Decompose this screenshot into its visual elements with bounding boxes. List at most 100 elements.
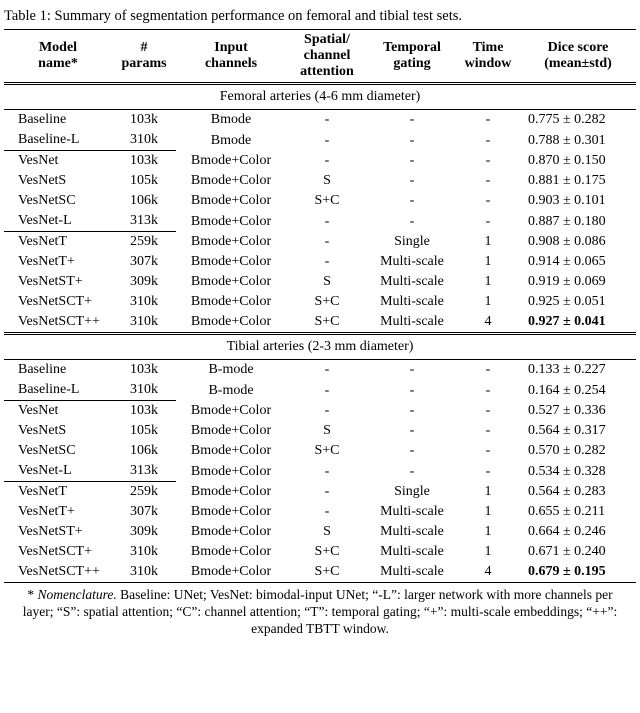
cell-input: Bmode+Color <box>176 171 286 191</box>
table-row: Baseline103kBmode---0.775 ± 0.282 <box>4 110 636 131</box>
table-caption: Table 1: Summary of segmentation perform… <box>4 8 636 25</box>
cell-params: 259k <box>112 482 176 503</box>
cell-temporal: - <box>368 461 456 482</box>
cell-params: 259k <box>112 232 176 253</box>
table-row: Baseline-L310kBmode---0.788 ± 0.301 <box>4 130 636 151</box>
cell-attention: - <box>286 130 368 151</box>
cell-dice: 0.655 ± 0.211 <box>520 502 636 522</box>
cell-params: 310k <box>112 130 176 151</box>
cell-input: Bmode+Color <box>176 421 286 441</box>
cell-dice: 0.914 ± 0.065 <box>520 252 636 272</box>
cell-params: 103k <box>112 401 176 422</box>
cell-temporal: - <box>368 110 456 131</box>
cell-input: Bmode+Color <box>176 461 286 482</box>
cell-model: VesNetS <box>4 421 112 441</box>
cell-window: 1 <box>456 252 520 272</box>
cell-model: VesNetSCT++ <box>4 562 112 583</box>
cell-dice: 0.527 ± 0.336 <box>520 401 636 422</box>
cell-input: Bmode+Color <box>176 542 286 562</box>
cell-dice: 0.775 ± 0.282 <box>520 110 636 131</box>
cell-params: 309k <box>112 272 176 292</box>
cell-dice: 0.564 ± 0.283 <box>520 482 636 503</box>
col-window: Timewindow <box>456 30 520 84</box>
table-row: VesNetT259kBmode+Color-Single10.564 ± 0.… <box>4 482 636 503</box>
cell-input: Bmode <box>176 110 286 131</box>
table-row: VesNet103kBmode+Color---0.870 ± 0.150 <box>4 151 636 172</box>
cell-temporal: Multi-scale <box>368 522 456 542</box>
cell-model: VesNetT+ <box>4 502 112 522</box>
cell-input: Bmode+Color <box>176 151 286 172</box>
cell-model: VesNetSC <box>4 441 112 461</box>
cell-window: - <box>456 461 520 482</box>
table-row: VesNetT+307kBmode+Color-Multi-scale10.65… <box>4 502 636 522</box>
cell-dice: 0.671 ± 0.240 <box>520 542 636 562</box>
table-row: VesNetST+309kBmode+ColorSMulti-scale10.6… <box>4 522 636 542</box>
cell-params: 105k <box>112 171 176 191</box>
cell-window: - <box>456 110 520 131</box>
cell-params: 307k <box>112 502 176 522</box>
cell-input: Bmode+Color <box>176 211 286 232</box>
cell-attention: - <box>286 401 368 422</box>
cell-model: VesNetT+ <box>4 252 112 272</box>
cell-attention: - <box>286 360 368 381</box>
cell-input: Bmode+Color <box>176 562 286 583</box>
cell-model: VesNetS <box>4 171 112 191</box>
cell-temporal: Multi-scale <box>368 312 456 334</box>
cell-attention: - <box>286 252 368 272</box>
cell-input: Bmode+Color <box>176 292 286 312</box>
cell-attention: S+C <box>286 312 368 334</box>
cell-temporal: - <box>368 191 456 211</box>
cell-window: 4 <box>456 312 520 334</box>
cell-params: 310k <box>112 312 176 334</box>
cell-temporal: Multi-scale <box>368 272 456 292</box>
cell-model: VesNet-L <box>4 461 112 482</box>
col-model: Modelname* <box>4 30 112 84</box>
cell-attention: - <box>286 151 368 172</box>
cell-model: VesNetSCT++ <box>4 312 112 334</box>
table-row: VesNet103kBmode+Color---0.527 ± 0.336 <box>4 401 636 422</box>
cell-dice: 0.570 ± 0.282 <box>520 441 636 461</box>
cell-window: 1 <box>456 502 520 522</box>
footnote-star: * <box>27 587 34 602</box>
cell-attention: S <box>286 421 368 441</box>
cell-temporal: Multi-scale <box>368 292 456 312</box>
cell-input: Bmode+Color <box>176 252 286 272</box>
cell-input: Bmode+Color <box>176 522 286 542</box>
cell-dice: 0.919 ± 0.069 <box>520 272 636 292</box>
cell-input: B-mode <box>176 360 286 381</box>
cell-params: 310k <box>112 542 176 562</box>
cell-input: Bmode+Color <box>176 401 286 422</box>
cell-temporal: - <box>368 380 456 401</box>
cell-window: - <box>456 360 520 381</box>
footnote-lead: Nomenclature. <box>37 587 116 602</box>
cell-model: Baseline-L <box>4 130 112 151</box>
cell-temporal: - <box>368 151 456 172</box>
cell-params: 310k <box>112 380 176 401</box>
cell-window: 1 <box>456 272 520 292</box>
cell-dice: 0.903 ± 0.101 <box>520 191 636 211</box>
cell-window: - <box>456 211 520 232</box>
table-row: VesNet-L313kBmode+Color---0.887 ± 0.180 <box>4 211 636 232</box>
section-title: Tibial arteries (2-3 mm diameter) <box>4 334 636 360</box>
cell-window: - <box>456 401 520 422</box>
cell-window: - <box>456 421 520 441</box>
cell-dice: 0.870 ± 0.150 <box>520 151 636 172</box>
table-row: VesNetSCT++310kBmode+ColorS+CMulti-scale… <box>4 312 636 334</box>
cell-params: 309k <box>112 522 176 542</box>
cell-window: 1 <box>456 522 520 542</box>
table-row: VesNetSCT++310kBmode+ColorS+CMulti-scale… <box>4 562 636 583</box>
cell-attention: S <box>286 522 368 542</box>
table-row: VesNetSC106kBmode+ColorS+C--0.570 ± 0.28… <box>4 441 636 461</box>
cell-input: Bmode+Color <box>176 272 286 292</box>
cell-input: Bmode <box>176 130 286 151</box>
cell-params: 106k <box>112 191 176 211</box>
col-input: Inputchannels <box>176 30 286 84</box>
table-row: VesNetSCT+310kBmode+ColorS+CMulti-scale1… <box>4 542 636 562</box>
cell-temporal: - <box>368 401 456 422</box>
cell-model: VesNetST+ <box>4 272 112 292</box>
cell-dice: 0.534 ± 0.328 <box>520 461 636 482</box>
cell-window: 1 <box>456 482 520 503</box>
table-row: VesNet-L313kBmode+Color---0.534 ± 0.328 <box>4 461 636 482</box>
cell-temporal: Single <box>368 482 456 503</box>
table-row: Baseline103kB-mode---0.133 ± 0.227 <box>4 360 636 381</box>
